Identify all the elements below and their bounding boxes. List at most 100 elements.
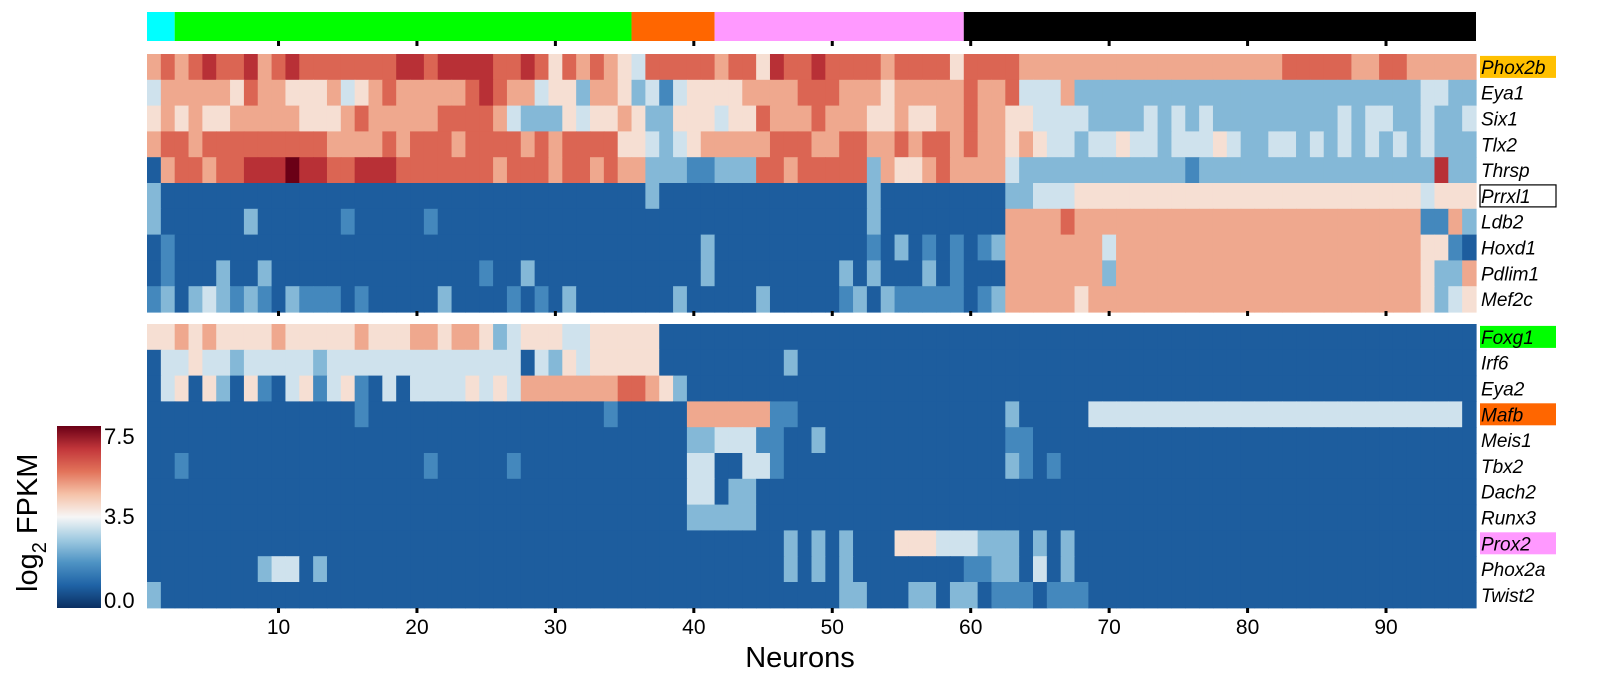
heatmap-cell — [1129, 478, 1145, 506]
group-segment-2 — [174, 12, 632, 41]
heatmap-cell — [202, 556, 217, 583]
heatmap-cell — [880, 401, 896, 428]
heatmap-cell — [285, 453, 300, 480]
heatmap-cell — [1268, 349, 1283, 377]
heatmap-cell — [963, 79, 979, 107]
heatmap-cell — [1351, 208, 1366, 236]
heatmap-cell — [1323, 324, 1339, 351]
heatmap-cell — [326, 375, 342, 402]
heatmap-cell — [1240, 79, 1256, 107]
heatmap-cell — [368, 105, 383, 132]
heatmap-cell — [493, 453, 508, 480]
heatmap-cell — [1088, 453, 1103, 480]
heatmap-cell — [396, 530, 411, 557]
heatmap-cell — [548, 260, 563, 287]
heatmap-cell — [1462, 478, 1477, 506]
heatmap-cell — [465, 105, 480, 132]
heatmap-cell — [1434, 504, 1449, 531]
heatmap-cell — [797, 349, 813, 377]
heatmap-cell — [493, 286, 508, 313]
heatmap-cell — [714, 453, 730, 480]
heatmap-cell — [174, 375, 190, 402]
x-tick-mark — [1246, 41, 1250, 46]
heatmap-cell — [1420, 260, 1436, 287]
heatmap-cell — [769, 183, 785, 210]
heatmap-cell — [285, 131, 300, 158]
gene-label: Phox2a — [1481, 560, 1545, 581]
heatmap-cell — [977, 478, 993, 506]
heatmap-cell — [908, 427, 923, 454]
heatmap-cell — [188, 54, 203, 81]
heatmap-cell — [506, 582, 522, 609]
heatmap-cell — [1199, 349, 1214, 377]
heatmap-cell — [1116, 504, 1131, 531]
heatmap-cell — [1254, 556, 1269, 583]
heatmap-cell — [756, 157, 771, 184]
heatmap-cell — [742, 234, 757, 261]
heatmap-cell — [285, 260, 300, 287]
heatmap-cell — [949, 401, 965, 428]
heatmap-cell — [1129, 401, 1145, 428]
heatmap-cell — [839, 157, 854, 184]
heatmap-cell — [825, 208, 840, 236]
heatmap-cell — [396, 131, 411, 158]
heatmap-cell — [396, 556, 411, 583]
heatmap-cell — [313, 349, 328, 377]
heatmap-cell — [1351, 324, 1366, 351]
heatmap-cell — [1309, 260, 1325, 287]
heatmap-cell — [216, 401, 231, 428]
heatmap-cell — [590, 260, 605, 287]
heatmap-cell — [783, 157, 799, 184]
heatmap-cell — [354, 582, 370, 609]
heatmap-cell — [673, 582, 688, 609]
heatmap-cell — [1379, 478, 1394, 506]
heatmap-cell — [382, 260, 397, 287]
heatmap-cell — [949, 453, 965, 480]
heatmap-cell — [548, 105, 563, 132]
heatmap-cell — [825, 504, 840, 531]
heatmap-cell — [1406, 234, 1422, 261]
heatmap-cell — [673, 427, 688, 454]
heatmap-cell — [230, 556, 245, 583]
heatmap-cell — [1074, 286, 1089, 313]
heatmap-cell — [936, 260, 951, 287]
heatmap-cell — [313, 234, 328, 261]
heatmap-cell — [1296, 54, 1311, 81]
heatmap-cell — [1365, 131, 1380, 158]
heatmap-cell — [1351, 131, 1366, 158]
heatmap-cell — [590, 183, 605, 210]
heatmap-cell — [160, 286, 176, 313]
heatmap-cell — [368, 401, 383, 428]
heatmap-cell — [520, 324, 536, 351]
heatmap-cell — [1448, 260, 1463, 287]
heatmap-cell — [866, 234, 882, 261]
x-tick-mark — [1107, 41, 1111, 46]
heatmap-cell — [1420, 157, 1436, 184]
heatmap-cell — [1116, 79, 1131, 107]
heatmap-cell — [783, 530, 799, 557]
heatmap-cell — [1448, 478, 1463, 506]
heatmap-cell — [949, 478, 965, 506]
gene-label-highlight — [1480, 403, 1556, 426]
heatmap-cell — [230, 286, 245, 313]
heatmap-cell — [1157, 79, 1173, 107]
heatmap-cell — [728, 401, 743, 428]
heatmap-cell — [1392, 427, 1408, 454]
heatmap-cell — [465, 131, 480, 158]
heatmap-cell — [1116, 427, 1131, 454]
heatmap-cell — [1143, 375, 1159, 402]
heatmap-cell — [562, 530, 577, 557]
heatmap-cell — [451, 208, 466, 236]
gene-label: Hoxd1 — [1481, 239, 1536, 260]
heatmap-cell — [326, 556, 342, 583]
heatmap-cell — [1323, 131, 1339, 158]
heatmap-cell — [1088, 105, 1103, 132]
heatmap-cell — [1296, 286, 1311, 313]
heatmap-cell — [894, 556, 909, 583]
heatmap-cell — [257, 157, 273, 184]
heatmap-cell — [410, 375, 425, 402]
x-tick-mark — [1107, 608, 1111, 613]
heatmap-cell — [700, 530, 716, 557]
heatmap-cell — [1074, 504, 1089, 531]
heatmap-cell — [1296, 105, 1311, 132]
